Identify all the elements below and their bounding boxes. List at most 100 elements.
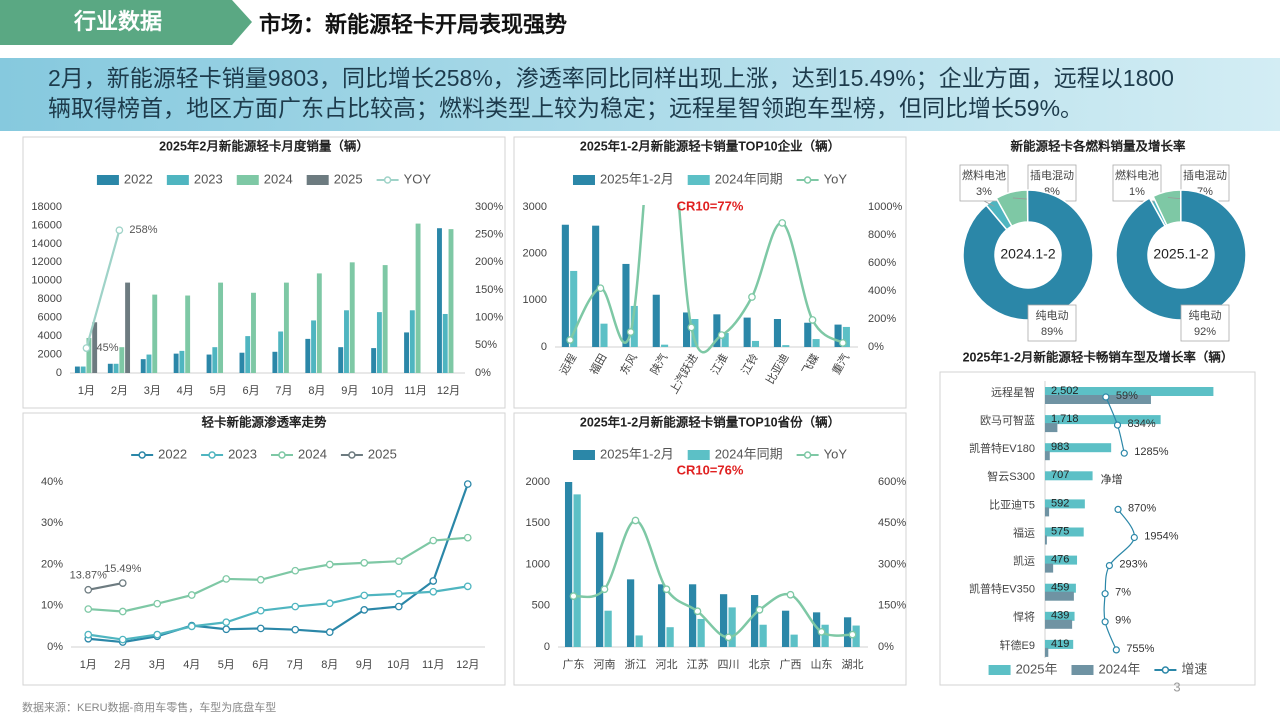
line-point	[1102, 393, 1110, 401]
line-point	[1114, 505, 1122, 513]
legend-swatch	[138, 451, 146, 459]
bar	[218, 282, 224, 373]
legend-swatch	[572, 175, 595, 185]
bar	[206, 354, 212, 373]
y-tick-label: 14000	[31, 238, 62, 250]
data-label: 707	[1051, 469, 1069, 481]
line-point	[429, 577, 438, 585]
y-tick-label: 1000%	[868, 201, 902, 213]
line-point	[463, 533, 472, 542]
y-tick-label: 10000	[31, 275, 62, 287]
bar	[239, 352, 245, 373]
y-tick-label: 100%	[475, 312, 503, 324]
line-point	[717, 331, 726, 339]
bar	[86, 337, 92, 373]
legend-swatch	[803, 176, 812, 184]
bar	[683, 312, 691, 347]
x-tick-label: 远程	[557, 351, 579, 377]
bar	[666, 627, 674, 647]
x-tick-label: 广东	[563, 658, 585, 671]
bar	[1045, 471, 1093, 481]
y-tick-label: 远程星智	[991, 385, 1035, 399]
legend-swatch	[803, 451, 812, 459]
x-tick-label: 8月	[308, 385, 325, 397]
x-tick-label: 3月	[144, 385, 161, 397]
line-point	[429, 536, 438, 545]
y-tick-label: 500	[532, 600, 550, 612]
x-tick-label: 5月	[218, 659, 235, 671]
bar	[852, 625, 860, 647]
summary-band	[0, 58, 1280, 131]
data-label: 净增	[1101, 472, 1123, 486]
x-tick-label: 四川	[718, 659, 740, 671]
line-point	[786, 590, 795, 599]
bar	[657, 584, 666, 647]
legend-swatch	[278, 451, 286, 459]
bar	[305, 338, 311, 373]
bar	[630, 305, 638, 347]
data-label: 1954%	[1144, 530, 1178, 542]
bar	[409, 310, 415, 373]
bar	[812, 612, 821, 647]
y-tick-label: 0%	[475, 367, 491, 379]
bar	[750, 595, 759, 647]
line-point	[693, 607, 702, 616]
y-tick-label: 800%	[868, 229, 896, 241]
bar	[185, 295, 191, 373]
line-point	[118, 579, 127, 587]
line-point	[394, 557, 403, 566]
y-tick-label: 150%	[475, 284, 503, 296]
legend-swatch	[687, 175, 710, 185]
y-tick-label: 200%	[475, 256, 503, 268]
y-tick-label: 轩德E9	[1000, 638, 1035, 652]
bar	[842, 326, 850, 347]
bar	[595, 532, 604, 647]
x-tick-label: 河北	[656, 658, 678, 671]
legend-label: 2024	[298, 446, 327, 461]
line	[85, 229, 121, 349]
slice-value: 1%	[1129, 186, 1145, 198]
bar	[179, 350, 185, 373]
y-tick-label: 0%	[878, 641, 894, 653]
bar	[404, 332, 410, 373]
line-point	[631, 516, 640, 525]
legend-label: YoY	[824, 446, 848, 461]
y-tick-label: 欧马可智蓝	[980, 413, 1035, 427]
x-tick-label: 2月	[111, 385, 128, 397]
y-tick-label: 1000	[526, 558, 550, 570]
header-title: 市场：新能源轻卡开局表现强势	[259, 12, 567, 37]
bar	[212, 347, 218, 373]
bar	[592, 225, 600, 347]
line-point	[360, 606, 369, 614]
legend-label: 2025	[334, 171, 363, 186]
bar	[140, 359, 146, 373]
y-tick-label: 0	[541, 341, 547, 353]
callout-box	[1112, 164, 1162, 202]
line-point	[626, 328, 635, 336]
x-tick-label: 12月	[456, 659, 479, 671]
pie-slice	[1115, 189, 1247, 321]
legend-swatch	[383, 176, 392, 184]
legend-label: 2025年1-2月	[600, 446, 674, 461]
y-tick-label: 150%	[878, 600, 906, 612]
bar	[812, 339, 820, 347]
bar	[173, 353, 179, 373]
line-point	[600, 585, 609, 594]
y-tick-label: 凯普特EV350	[969, 582, 1035, 596]
bar	[344, 310, 349, 373]
legend-label: 2022	[124, 171, 153, 186]
bar	[691, 319, 699, 347]
line-point	[394, 602, 403, 611]
bar	[1045, 395, 1151, 404]
x-tick-label: 7月	[287, 659, 304, 671]
slice-label: 纯电动	[1036, 309, 1069, 322]
y-tick-label: 悍将	[1013, 610, 1035, 624]
slice-value: 92%	[1194, 326, 1216, 338]
bar	[782, 345, 790, 347]
bar	[728, 607, 736, 647]
panel	[939, 371, 1256, 686]
data-label: 592	[1051, 497, 1069, 509]
y-tick-label: 凯运	[1013, 555, 1035, 568]
line-point	[291, 625, 300, 634]
